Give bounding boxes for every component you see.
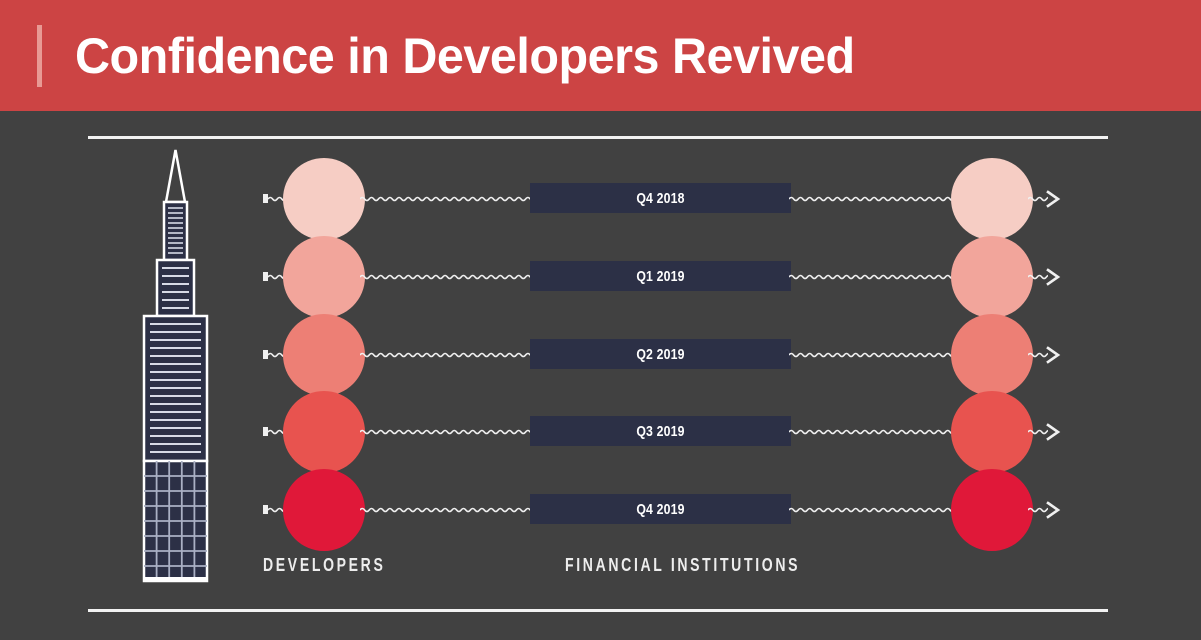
quarter-bar[interactable]: Q1 2019 xyxy=(530,261,791,291)
connector-start-tick xyxy=(263,505,268,514)
timeline-row: Q4 2019 xyxy=(0,464,1201,556)
connector-wave-left xyxy=(360,502,532,518)
institution-confidence-dot[interactable] xyxy=(951,236,1033,318)
chevron-right-icon xyxy=(1044,422,1064,442)
timeline-row: Q3 2019 xyxy=(0,386,1201,478)
connector-wave-end xyxy=(1028,347,1048,363)
connector-wave-start xyxy=(268,502,288,518)
connector-start-tick xyxy=(263,272,268,281)
quarter-label: Q3 2019 xyxy=(636,422,685,440)
connector-start-tick xyxy=(263,427,268,436)
connector-wave-right xyxy=(789,347,954,363)
connector-wave-end xyxy=(1028,424,1048,440)
connector-wave-right xyxy=(789,269,954,285)
developer-confidence-dot[interactable] xyxy=(283,391,365,473)
quarter-bar[interactable]: Q4 2019 xyxy=(530,494,791,524)
timeline-row: Q1 2019 xyxy=(0,231,1201,323)
timeline-row: Q2 2019 xyxy=(0,309,1201,401)
header-accent-bar xyxy=(37,25,42,87)
skyscraper-icon xyxy=(133,146,218,586)
connector-wave-right xyxy=(789,191,954,207)
institution-confidence-dot[interactable] xyxy=(951,469,1033,551)
connector-start-tick xyxy=(263,194,268,203)
quarter-bar[interactable]: Q2 2019 xyxy=(530,339,791,369)
quarter-label: Q4 2019 xyxy=(636,500,685,518)
quarter-bar[interactable]: Q4 2018 xyxy=(530,183,791,213)
institution-confidence-dot[interactable] xyxy=(951,314,1033,396)
institution-confidence-dot[interactable] xyxy=(951,391,1033,473)
connector-start-tick xyxy=(263,350,268,359)
chevron-right-icon xyxy=(1044,345,1064,365)
connector-wave-start xyxy=(268,191,288,207)
connector-wave-right xyxy=(789,502,954,518)
connector-wave-start xyxy=(268,269,288,285)
chevron-right-icon xyxy=(1044,500,1064,520)
divider-bottom xyxy=(88,609,1108,612)
quarter-bar[interactable]: Q3 2019 xyxy=(530,416,791,446)
column-label-developers: DEVELOPERS xyxy=(263,555,386,575)
connector-wave-end xyxy=(1028,502,1048,518)
page-title: Confidence in Developers Revived xyxy=(75,28,855,84)
quarter-label: Q2 2019 xyxy=(636,345,685,363)
developer-confidence-dot[interactable] xyxy=(283,469,365,551)
connector-wave-left xyxy=(360,191,532,207)
connector-wave-left xyxy=(360,347,532,363)
connector-wave-end xyxy=(1028,269,1048,285)
connector-wave-left xyxy=(360,269,532,285)
timeline-row: Q4 2018 xyxy=(0,153,1201,245)
chevron-right-icon xyxy=(1044,267,1064,287)
connector-wave-right xyxy=(789,424,954,440)
quarter-label: Q1 2019 xyxy=(636,267,685,285)
connector-wave-start xyxy=(268,347,288,363)
developer-confidence-dot[interactable] xyxy=(283,236,365,318)
connector-wave-start xyxy=(268,424,288,440)
developer-confidence-dot[interactable] xyxy=(283,158,365,240)
connector-wave-end xyxy=(1028,191,1048,207)
divider-top xyxy=(88,136,1108,139)
chevron-right-icon xyxy=(1044,189,1064,209)
connector-wave-left xyxy=(360,424,532,440)
column-label-financial-institutions: FINANCIAL INSTITUTIONS xyxy=(565,555,801,575)
developer-confidence-dot[interactable] xyxy=(283,314,365,396)
institution-confidence-dot[interactable] xyxy=(951,158,1033,240)
header-banner: Confidence in Developers Revived xyxy=(0,0,1201,111)
quarter-label: Q4 2018 xyxy=(636,189,685,207)
